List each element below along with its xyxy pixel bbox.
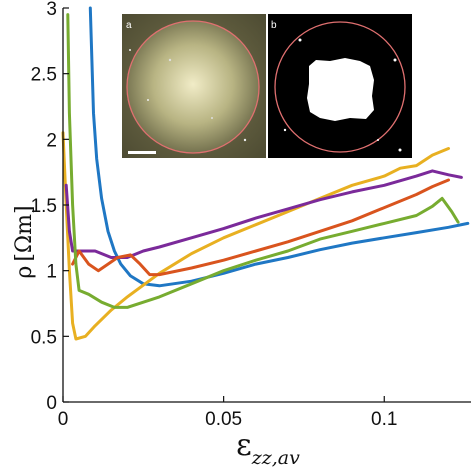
- series-line-2: [61, 131, 450, 341]
- tick-layer: 0 0.5 1 1.5 2 2.5 3 0 0.05 0.1: [31, 0, 398, 430]
- series-line-3: [64, 169, 463, 259]
- y-tick-label: 2.5: [31, 65, 57, 86]
- series-layer: [61, 6, 470, 341]
- inset-photo-b: b: [268, 14, 412, 158]
- binarized-region: [307, 58, 374, 121]
- sample-outline-b: [274, 21, 406, 153]
- scale-bar: [128, 151, 156, 154]
- inset-letter-b: b: [271, 20, 277, 31]
- y-axis-symbol: ρ: [12, 266, 37, 279]
- inset-photo-a: a: [122, 14, 266, 158]
- x-tick-label: 0.1: [371, 409, 397, 430]
- x-tick-label: 0.05: [205, 409, 242, 430]
- y-tick-label: 1: [46, 262, 57, 283]
- y-axis-label: ρ [Ωm]: [12, 205, 37, 278]
- y-tick-label: 2: [46, 130, 57, 151]
- x-axis-symbol: ε: [236, 428, 252, 463]
- inset-letter-a: a: [126, 20, 132, 31]
- y-tick-label: 3: [46, 0, 57, 20]
- y-tick-label: 1.5: [31, 196, 57, 217]
- x-tick-label: 0: [58, 409, 69, 430]
- x-axis-subscript: zz,av: [251, 447, 300, 469]
- series-line-4: [71, 178, 450, 277]
- series-line-1: [88, 6, 470, 288]
- sample-outline-a: [126, 20, 260, 154]
- y-tick-label: 0: [46, 393, 57, 414]
- series-line-5: [66, 13, 460, 309]
- y-axis-unit: [Ωm]: [12, 205, 37, 261]
- y-tick-label: 0.5: [31, 327, 57, 348]
- x-axis-label: εzz,av: [236, 428, 300, 469]
